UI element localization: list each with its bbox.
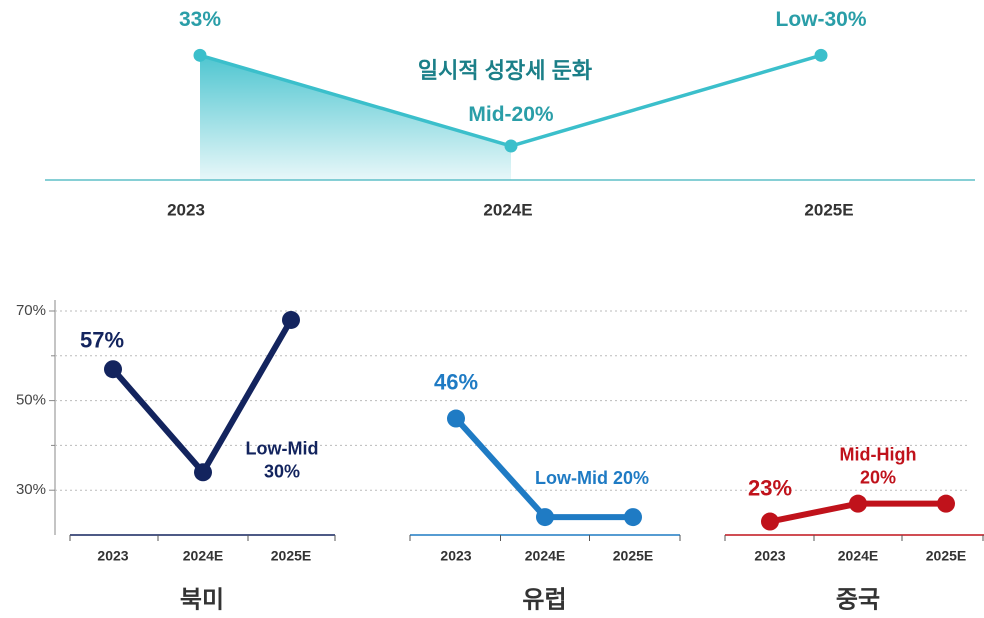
y-tick-label: 50% (16, 392, 46, 409)
area (200, 55, 511, 181)
value-label: Low-Mid 30% (245, 438, 319, 482)
point (194, 463, 212, 482)
value-label: 46% (433, 369, 479, 395)
value-label: Mid-20% (468, 102, 554, 126)
point (282, 310, 300, 329)
point (193, 48, 207, 62)
x-tick-label: 2024E (838, 548, 878, 564)
point (104, 360, 122, 379)
panel-title: 북미 (180, 586, 224, 613)
point (447, 409, 465, 428)
x-tick-label: 2024E (183, 548, 223, 564)
x-tick-label: 2024E (525, 548, 565, 564)
value-label: Low-Mid 20% (534, 467, 650, 488)
x-tick-label: 2025E (271, 548, 311, 564)
value-label: 33% (178, 7, 222, 31)
x-tick-label: 2025E (613, 548, 653, 564)
point (814, 48, 828, 62)
value-label: 23% (747, 475, 793, 501)
point (761, 512, 779, 531)
x-tick-label: 2025E (804, 200, 853, 219)
value-label: Low-30% (775, 7, 867, 31)
value-label: Mid-High 20% (839, 444, 917, 488)
value-label: 57% (79, 327, 125, 353)
point (624, 508, 642, 527)
x-tick-label: 2023 (97, 548, 128, 564)
x-tick-label: 2025E (926, 548, 966, 564)
annotation: 일시적 성장세 둔화 (418, 58, 592, 83)
y-tick-label: 70% (16, 302, 46, 319)
x-tick-label: 2023 (754, 548, 785, 564)
point (937, 494, 955, 513)
panel-title: 유럽 (522, 586, 566, 613)
y-tick-label: 30% (16, 481, 46, 498)
x-tick-label: 2024E (483, 200, 532, 219)
point (536, 508, 554, 527)
point (849, 494, 867, 513)
point (504, 139, 518, 153)
x-tick-label: 2023 (440, 548, 471, 564)
panel-title: 중국 (836, 586, 880, 613)
x-tick-label: 2023 (167, 200, 205, 219)
